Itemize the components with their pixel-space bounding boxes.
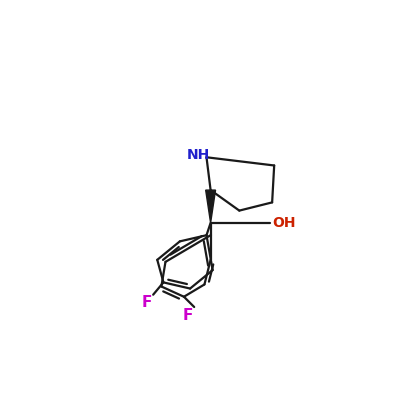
Text: OH: OH bbox=[272, 216, 296, 230]
Text: NH: NH bbox=[187, 148, 210, 162]
Polygon shape bbox=[206, 190, 216, 223]
Text: F: F bbox=[142, 295, 152, 311]
Text: F: F bbox=[183, 308, 193, 323]
